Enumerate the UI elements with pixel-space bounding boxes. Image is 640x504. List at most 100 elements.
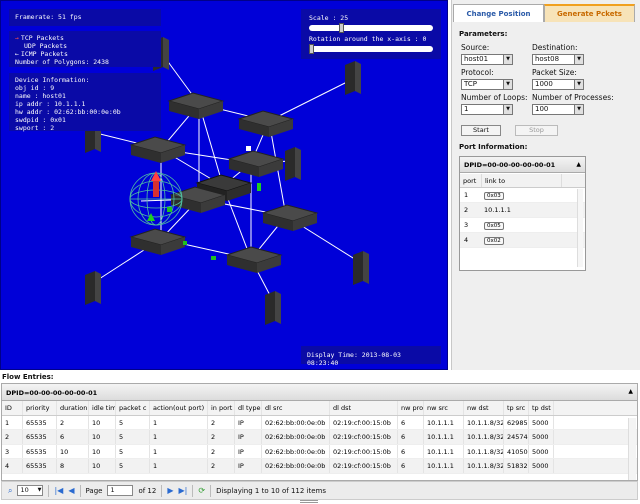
stop-button[interactable]: Stop (515, 125, 558, 136)
port-row[interactable]: 2 10.1.1.1 (460, 203, 585, 218)
loops-value: 1 (464, 105, 469, 113)
rotation-slider[interactable] (309, 44, 433, 54)
flow-row[interactable]: 4 65535 8 10 5 1 2 IP 02:62:bb:00:0e:0b … (2, 459, 637, 474)
chevron-down-icon[interactable]: ▼ (503, 105, 512, 114)
port-row[interactable]: 1 0x03 (460, 188, 585, 203)
col-duration[interactable]: duration (57, 401, 89, 415)
destination-select[interactable]: host08 ▼ (532, 54, 584, 65)
port-table-header: port link to (460, 174, 585, 188)
cell-priority: 65535 (23, 444, 57, 458)
col-dl-src[interactable]: dl src (262, 401, 330, 415)
packet-size-select[interactable]: 1000 ▼ (532, 79, 584, 90)
chevron-down-icon[interactable]: ▼ (37, 487, 42, 493)
chevron-down-icon[interactable]: ▼ (574, 105, 583, 114)
packet-legend: → TCP Packets UDP Packets ← ICMP Packets N… (9, 31, 161, 67)
col-nw-src[interactable]: nw src (424, 401, 464, 415)
cell-priority: 65535 (23, 459, 57, 473)
cell-dl-src: 02:62:bb:00:0e:0b (262, 415, 330, 429)
resize-grip[interactable] (300, 500, 318, 503)
col-action[interactable]: action(out port) (150, 401, 208, 415)
link-button[interactable]: 0x05 (484, 221, 504, 230)
cell-nw-proto: 6 (398, 444, 424, 458)
parameters-label: Parameters: (459, 30, 508, 38)
page-size-value: 10 (20, 486, 29, 494)
refresh-icon[interactable]: ⟳ (198, 486, 206, 495)
collapse-icon[interactable]: ▲ (628, 388, 633, 395)
polygon-count: Number of Polygons: 2438 (15, 58, 109, 66)
flow-row[interactable]: 2 65535 6 10 5 1 2 IP 02:62:bb:00:0e:0b … (2, 430, 637, 445)
cell-id: 2 (2, 430, 23, 444)
cell-idle-timeout: 10 (89, 444, 116, 458)
last-page-icon[interactable]: ▶| (178, 486, 188, 495)
pagination-bar: ⌕ 10 ▼ |◀ ◀ Page 1 of 12 ▶ ▶| ⟳ Displayin… (1, 481, 638, 500)
col-priority[interactable]: priority (23, 401, 57, 415)
port-row[interactable]: 3 0x05 (460, 218, 585, 233)
link-button[interactable]: 0x02 (484, 236, 504, 245)
link-button[interactable]: 0x03 (484, 191, 504, 200)
tab-change-position[interactable]: Change Position (453, 4, 544, 22)
chevron-down-icon[interactable]: ▼ (503, 80, 512, 89)
separator (192, 484, 194, 497)
cell-id: 3 (2, 444, 23, 458)
port-number: 1 (464, 191, 469, 199)
cell-dl-src: 02:62:bb:00:0e:0b (262, 459, 330, 473)
col-nw-proto[interactable]: nw pro (398, 401, 424, 415)
prev-page-icon[interactable]: ◀ (68, 486, 75, 495)
link-col-header[interactable]: link to (482, 174, 562, 187)
scale-slider-thumb[interactable] (339, 23, 344, 33)
cell-nw-src: 10.1.1.1 (424, 430, 464, 444)
port-col-header[interactable]: port (460, 174, 482, 187)
icmp-arrow-icon: ← (15, 50, 19, 58)
col-packet-count[interactable]: packet c (116, 401, 150, 415)
port-row[interactable]: 4 0x02 (460, 233, 585, 248)
col-in-port[interactable]: in port (208, 401, 235, 415)
port-info-label: Port Information: (459, 143, 528, 151)
tab-generate-packets[interactable]: Generate Pckets (544, 4, 635, 22)
col-dl-dst[interactable]: dl dst (330, 401, 398, 415)
cell-duration: 8 (57, 459, 89, 473)
source-value: host01 (464, 55, 489, 63)
protocol-select[interactable]: TCP ▼ (461, 79, 513, 90)
col-nw-dst[interactable]: nw dst (464, 401, 504, 415)
col-tp-dst[interactable]: tp dst (529, 401, 554, 415)
col-id[interactable]: ID (2, 401, 23, 415)
rotation-label: Rotation around the x-axis : 0 (309, 35, 427, 43)
collapse-icon[interactable]: ▲ (576, 161, 581, 168)
cell-dl-type: IP (235, 459, 262, 473)
packet-markers (147, 146, 261, 260)
cell-tp-src: 62985 (504, 415, 529, 429)
protocol-label: Protocol: (461, 68, 494, 77)
col-tp-src[interactable]: tp src (504, 401, 529, 415)
loops-select[interactable]: 1 ▼ (461, 104, 513, 115)
port-scrollbar[interactable] (577, 189, 583, 267)
flow-row[interactable]: 1 65535 2 10 5 1 2 IP 02:62:bb:00:0e:0b … (2, 415, 637, 430)
page-size-select[interactable]: 10 ▼ (17, 485, 44, 496)
chevron-down-icon[interactable]: ▼ (574, 55, 583, 64)
switch-nodes[interactable] (129, 92, 319, 273)
page-number-input[interactable]: 1 (107, 485, 134, 496)
chevron-down-icon[interactable]: ▼ (503, 55, 512, 64)
next-page-icon[interactable]: ▶ (167, 486, 174, 495)
topology-3d-view[interactable]: Framerate: 51 fps → TCP Packets UDP Packe… (0, 0, 448, 370)
first-page-icon[interactable]: |◀ (54, 486, 64, 495)
rotation-slider-thumb[interactable] (309, 44, 314, 54)
col-dl-type[interactable]: dl type (235, 401, 262, 415)
search-icon[interactable]: ⌕ (8, 485, 13, 495)
device-info-title: Device Information: (15, 76, 90, 84)
source-select[interactable]: host01 ▼ (461, 54, 513, 65)
cell-tp-dst: 5000 (529, 430, 554, 444)
device-info-panel: Device Information: obj id : 9 name : ho… (9, 73, 161, 132)
processes-value: 100 (535, 105, 549, 113)
flow-row[interactable]: 3 65535 10 10 5 1 2 IP 02:62:bb:00:0e:0b… (2, 444, 637, 459)
start-button[interactable]: Start (461, 125, 501, 136)
chevron-down-icon[interactable]: ▼ (574, 80, 583, 89)
processes-select[interactable]: 100 ▼ (532, 104, 584, 115)
col-idle-timeout[interactable]: idle tim (89, 401, 116, 415)
scale-slider[interactable] (309, 23, 433, 33)
flow-scrollbar[interactable] (628, 418, 636, 480)
separator (161, 484, 163, 497)
cell-tp-src: 24574 (504, 430, 529, 444)
cell-packet-count: 5 (116, 430, 150, 444)
legend-icmp: ← ICMP Packets (15, 50, 155, 58)
display-count-text: Displaying 1 to 10 of 112 items (216, 486, 326, 495)
